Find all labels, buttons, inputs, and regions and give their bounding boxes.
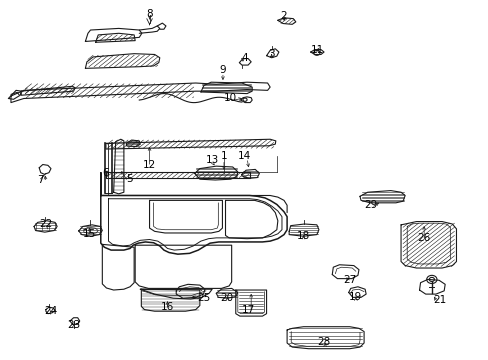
Text: 12: 12 [142, 159, 156, 170]
Text: 4: 4 [241, 53, 247, 63]
Text: 19: 19 [348, 292, 362, 302]
Text: 11: 11 [311, 45, 324, 55]
Text: 6: 6 [102, 168, 109, 178]
Text: 24: 24 [44, 306, 58, 316]
Text: 16: 16 [161, 302, 174, 312]
Text: 13: 13 [205, 155, 218, 165]
Text: 22: 22 [39, 219, 52, 229]
Text: 15: 15 [82, 229, 96, 239]
Text: 26: 26 [417, 233, 430, 243]
Text: 10: 10 [223, 94, 236, 103]
Text: 8: 8 [146, 9, 153, 19]
Text: 3: 3 [268, 49, 274, 59]
Text: 18: 18 [296, 231, 309, 241]
Text: 5: 5 [125, 174, 132, 184]
Text: 1: 1 [220, 151, 227, 161]
Text: 17: 17 [242, 305, 255, 315]
Text: 14: 14 [237, 150, 251, 161]
Text: 25: 25 [196, 293, 210, 303]
Text: 23: 23 [67, 320, 80, 330]
Text: 2: 2 [280, 11, 287, 21]
Text: 27: 27 [343, 275, 356, 285]
Text: 7: 7 [38, 175, 44, 185]
Text: 29: 29 [364, 200, 377, 210]
Text: 28: 28 [317, 337, 330, 347]
Text: 9: 9 [219, 65, 226, 75]
Text: 21: 21 [432, 295, 445, 305]
Text: 20: 20 [220, 293, 233, 303]
